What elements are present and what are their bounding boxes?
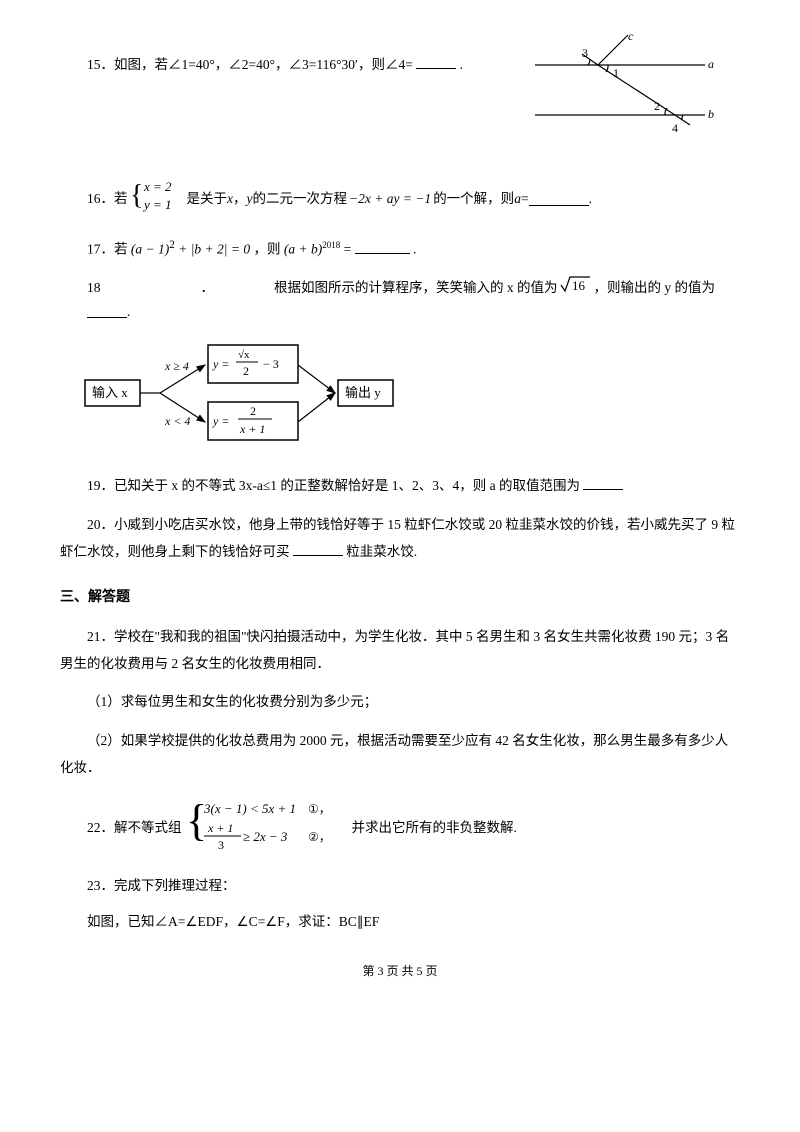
question-22: 22．解不等式组 { 3(x − 1) < 5x + 1 ①， x + 1 3 … [60, 795, 740, 862]
geom-label-b: b [708, 107, 714, 121]
q18-text1: 根据如图所示的计算程序，笑笑输入的 x 的值为 [274, 277, 558, 299]
q16-system: { x = 2 y = 1 [130, 176, 185, 223]
q17-lead: 17．若 [87, 242, 128, 257]
page-footer: 第 3 页 共 5 页 [60, 962, 740, 981]
q19-blank [583, 477, 623, 491]
svg-text:①，: ①， [308, 802, 331, 816]
question-19: 19．已知关于 x 的不等式 3x-a≤1 的正整数解恰好是 1、2、3、4，则… [60, 475, 740, 497]
q17-eq: = [344, 242, 355, 257]
q22-system: { 3(x − 1) < 5x + 1 ①， x + 1 3 ≥ 2x − 3 … [186, 795, 346, 862]
q16-mid4: = [521, 188, 529, 210]
q17-mid: ，则 [254, 242, 281, 257]
flow-output: 输出 y [345, 385, 381, 400]
q18-blank [87, 305, 127, 319]
geom-angle-1: 1 [613, 66, 619, 80]
q18-text2: ，则输出的 y 的值为 [594, 277, 716, 299]
q17-plus: + |b + 2| = 0 [175, 242, 250, 257]
q18-lead: 18 [87, 277, 101, 299]
svg-text:3: 3 [218, 838, 224, 852]
flow-ftop-lhs: y = [212, 357, 229, 371]
question-21-s2: （2）如果学校提供的化妆总费用为 2000 元，根据活动需要至少应有 42 名女… [60, 727, 740, 781]
flowchart-diagram: 输入 x x ≥ 4 x < 4 y = √x 2 − 3 y = 2 x + … [80, 340, 740, 457]
q18-end: . [127, 301, 130, 323]
flow-ftop-den: 2 [243, 364, 249, 378]
svg-text:≥ 2x − 3: ≥ 2x − 3 [243, 829, 288, 844]
q16-mid2: 的二元一次方程 [253, 188, 348, 210]
q15-text-b: . [460, 57, 463, 72]
question-21-s1: （1）求每位男生和女生的化妆费分别为多少元； [60, 691, 740, 713]
svg-text:16: 16 [572, 278, 586, 293]
q15-text-a: 15．如图，若∠1=40°，∠2=40°，∠3=116°30′，则∠4= [87, 57, 413, 72]
question-23-p1: 23．完成下列推理过程： [60, 875, 740, 897]
q15-blank [416, 56, 456, 70]
geom-angle-3: 3 [582, 46, 588, 60]
flow-fbot-den: x + 1 [239, 422, 265, 436]
q18-dot: ． [201, 277, 215, 299]
geom-label-a: a [708, 57, 714, 71]
geom-label-c: c [628, 30, 634, 43]
flow-fbot-lhs: y = [212, 414, 229, 428]
q16-lead: 16．若 [87, 188, 128, 210]
question-21-p1: 21．学校在"我和我的祖国"快闪拍摄活动中，为学生化妆．其中 5 名男生和 3 … [60, 623, 740, 677]
svg-text:x = 2: x = 2 [143, 179, 172, 194]
q18-radical: 16 [560, 274, 592, 301]
q20-text-b: 粒韭菜水饺. [346, 544, 417, 559]
q16-blank [529, 192, 589, 206]
flow-fbot-num: 2 [250, 404, 256, 418]
flow-ftop-tail: − 3 [263, 357, 279, 371]
flow-ftop-num: √x [238, 349, 250, 361]
svg-text:y = 1: y = 1 [142, 197, 172, 212]
q16-comma: ， [233, 188, 247, 210]
q20-blank [293, 542, 343, 556]
svg-text:x + 1: x + 1 [207, 821, 233, 835]
question-20: 20．小威到小吃店买水饺，他身上带的钱恰好等于 15 粒虾仁水饺或 20 粒韭菜… [60, 511, 740, 565]
q16-a: a [514, 188, 521, 210]
geom-angle-2: 2 [654, 99, 660, 113]
q22-lead: 22．解不等式组 [60, 817, 182, 839]
svg-text:②，: ②， [308, 830, 331, 844]
q17-pow: 2018 [322, 240, 340, 250]
section-3-heading: 三、解答题 [60, 587, 740, 609]
q16-eq: −2x + ay = −1 [349, 188, 431, 210]
q17-expr2: (a + b) [284, 242, 322, 257]
flow-cond-bot: x < 4 [164, 414, 190, 428]
geometry-diagram: c a b 1 2 3 4 [520, 30, 720, 152]
flow-cond-top: x ≥ 4 [164, 359, 189, 373]
flow-input: 输入 x [92, 385, 128, 400]
q17-expr1: (a − 1) [131, 242, 169, 257]
geom-angle-4: 4 [672, 121, 678, 135]
q16-end: . [589, 188, 592, 210]
q17-end: . [413, 242, 416, 257]
svg-text:{: { [130, 180, 143, 211]
question-23-p2: 如图，已知∠A=∠EDF，∠C=∠F，求证：BC∥EF [60, 911, 740, 933]
svg-text:3(x − 1) < 5x + 1: 3(x − 1) < 5x + 1 [203, 801, 296, 816]
question-18: 18 ． 根据如图所示的计算程序，笑笑输入的 x 的值为 16 ，则输出的 y … [60, 274, 740, 322]
q22-tail: 并求出它所有的非负整数解. [352, 817, 517, 839]
q17-blank [355, 240, 410, 254]
question-16: 16．若 { x = 2 y = 1 是关于 x ， y 的二元一次方程 −2x… [60, 176, 740, 223]
q16-mid1: 是关于 [187, 188, 228, 210]
question-17: 17．若 (a − 1)2 + |b + 2| = 0 ，则 (a + b)20… [60, 236, 740, 260]
q16-mid3: 的一个解，则 [433, 188, 514, 210]
q19-text: 19．已知关于 x 的不等式 3x-a≤1 的正整数解恰好是 1、2、3、4，则… [87, 478, 580, 493]
